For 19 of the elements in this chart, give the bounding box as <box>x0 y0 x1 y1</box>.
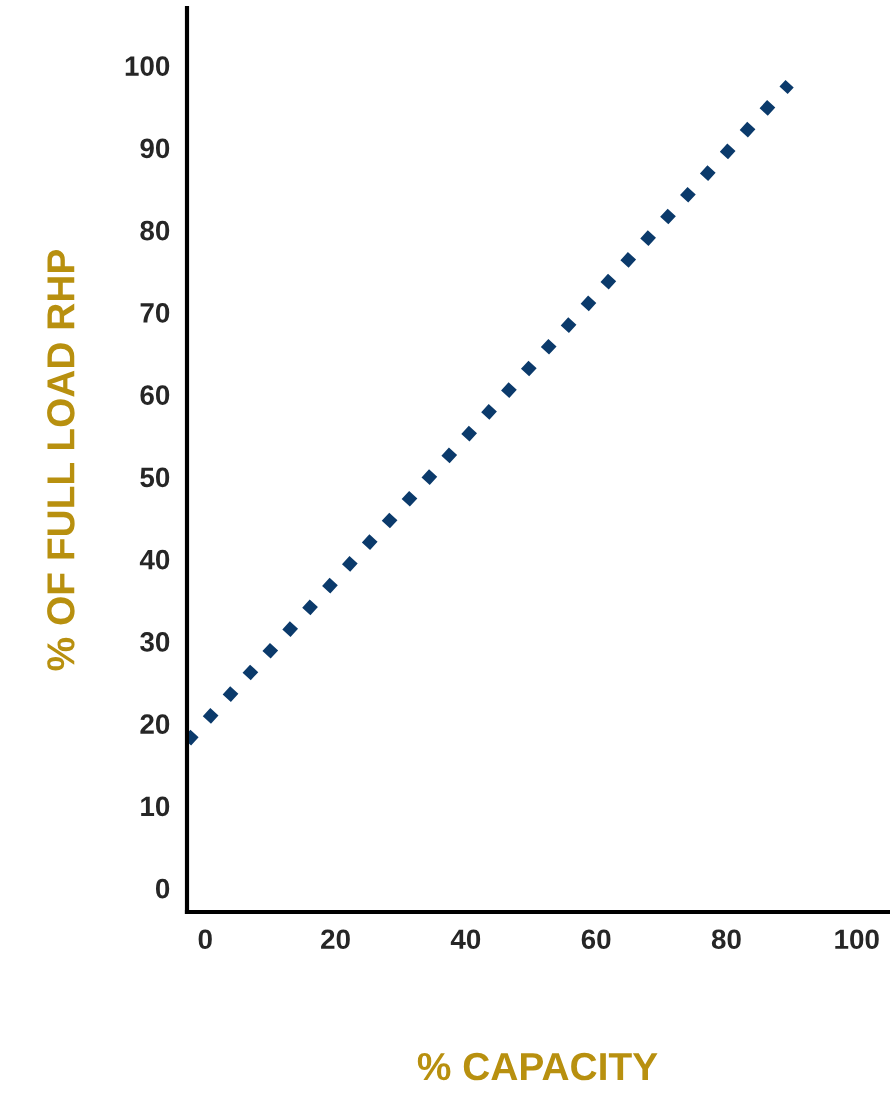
x-tick-label: 0 <box>198 929 212 950</box>
y-tick-label: 70 <box>140 303 170 323</box>
x-tick-label: 60 <box>581 929 611 950</box>
y-tick-label: 100 <box>125 56 170 76</box>
x-tick-label: 20 <box>321 929 350 950</box>
y-tick-label: 90 <box>140 138 170 159</box>
y-tick-label: 60 <box>140 385 170 405</box>
y-tick-label: 50 <box>140 467 170 488</box>
y-tick-label: 20 <box>140 714 170 734</box>
y-tick-label: 10 <box>141 796 170 817</box>
y-tick-label: 30 <box>140 632 170 652</box>
x-axis-title: % CAPACITY <box>417 1052 658 1081</box>
x-tick-label: 80 <box>711 929 741 950</box>
y-axis-title: % OF FULL LOAD RHP <box>47 249 75 671</box>
x-tick-label: 40 <box>450 929 481 950</box>
x-tick-label: 100 <box>835 929 879 950</box>
y-tick-label: 0 <box>155 878 170 899</box>
y-tick-label: 40 <box>139 549 170 570</box>
y-tick-label: 80 <box>140 220 170 241</box>
